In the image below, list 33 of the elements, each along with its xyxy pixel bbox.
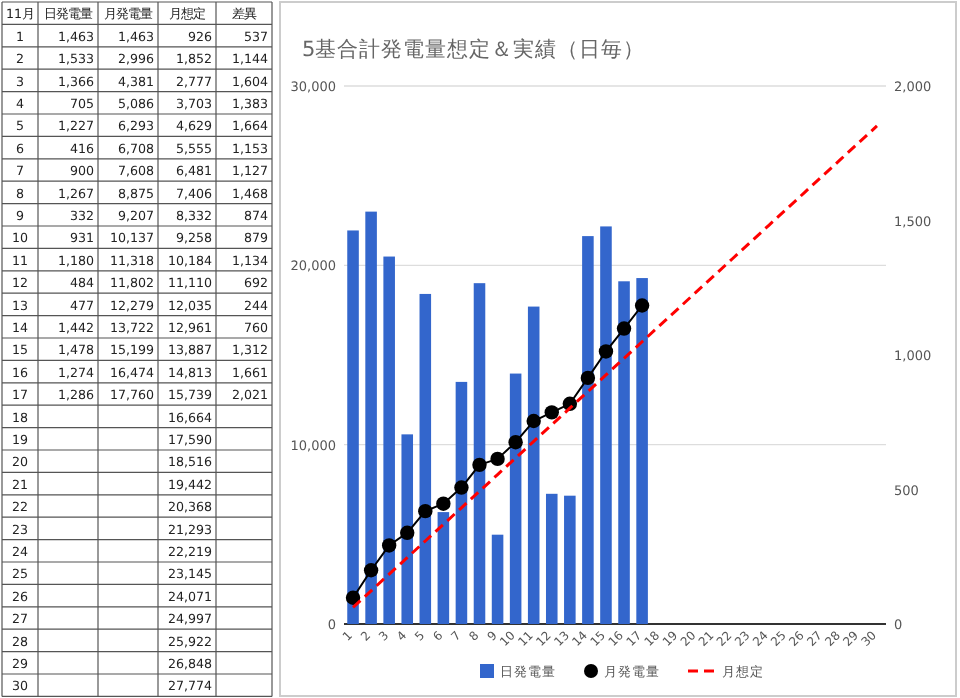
point [634,298,650,313]
bar [347,230,359,624]
bar [473,283,486,624]
bar [419,293,432,624]
bar [545,493,558,624]
point [472,457,487,473]
point [526,413,541,429]
point [400,525,415,540]
point [544,405,559,420]
point [490,451,505,467]
bar [527,306,540,624]
point [363,563,379,578]
bar [564,495,576,624]
point [508,435,523,450]
bar [636,278,648,624]
bar [365,211,377,624]
bar [582,236,594,624]
point [381,538,397,553]
point [598,344,614,359]
chart-title: 5基合計発電量想定＆実績（日毎） [302,36,646,62]
bar [437,512,450,624]
bar [491,534,504,624]
point [418,503,433,519]
line-series [351,124,879,609]
bar [383,256,395,624]
point [436,496,451,511]
bar [618,281,630,624]
point [616,321,632,336]
point [580,370,596,386]
point [454,480,469,495]
point [345,590,361,605]
bar [600,226,612,624]
bar [401,434,414,624]
